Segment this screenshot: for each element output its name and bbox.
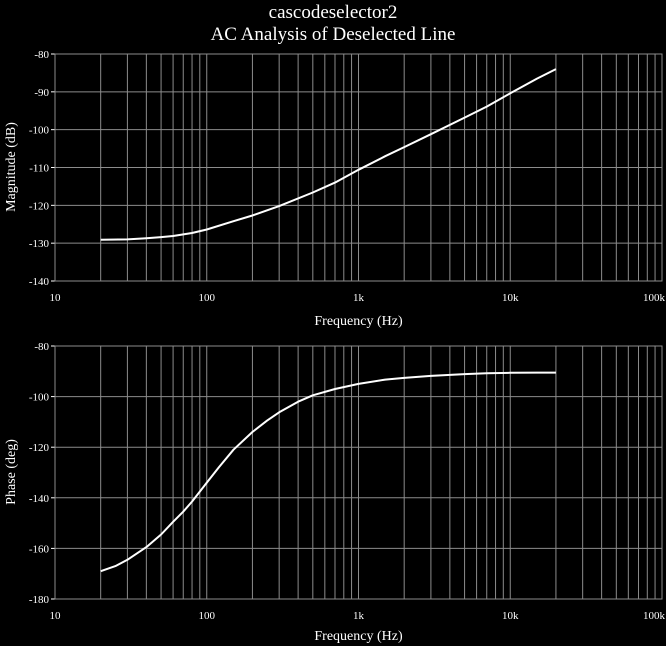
phase-ytick-label: -140 — [29, 493, 50, 505]
phase-ylabel: Phase (deg) — [4, 439, 19, 505]
magnitude-frame — [54, 53, 663, 282]
magnitude-xtick-label: 1k — [353, 292, 365, 304]
magnitude-ytick-label: -100 — [29, 125, 50, 137]
magnitude-ytick-label: -130 — [29, 238, 50, 250]
magnitude-ylabel: Magnitude (dB) — [4, 122, 19, 212]
chart-subtitle: AC Analysis of Deselected Line — [210, 24, 456, 45]
magnitude-xtick-label: 100 — [199, 292, 216, 304]
phase-xtick-label: 10 — [50, 610, 62, 622]
chart-title: cascodeselector2 — [268, 2, 398, 23]
phase-trace — [100, 371, 556, 573]
magnitude-ytick-label: -120 — [29, 200, 50, 212]
phase-xtick-label: 1k — [353, 610, 365, 622]
magnitude-ytick-label: -140 — [29, 276, 50, 288]
phase-ytick-label: -180 — [29, 594, 50, 606]
magnitude-xlabel: Frequency (Hz) — [314, 314, 403, 329]
magnitude-ytick-label: -110 — [29, 163, 49, 175]
magnitude-trace — [100, 68, 557, 241]
phase-ytick-label: -160 — [29, 543, 50, 555]
magnitude-xtick-label: 10 — [50, 292, 62, 304]
magnitude-ytick-label: -90 — [34, 87, 49, 99]
phase-xtick-label: 10k — [502, 610, 519, 622]
phase-frame — [54, 345, 663, 600]
phase-ytick-label: -80 — [34, 341, 49, 353]
magnitude-xtick-label: 100k — [643, 292, 666, 304]
phase-xlabel: Frequency (Hz) — [314, 629, 403, 644]
phase-ytick-label: -120 — [29, 442, 50, 454]
phase-xtick-label: 100k — [643, 610, 666, 622]
magnitude-xtick-label: 10k — [502, 292, 519, 304]
phase-xtick-label: 100 — [199, 610, 216, 622]
phase-ytick-label: -100 — [29, 392, 50, 404]
magnitude-ytick-label: -80 — [34, 49, 49, 61]
